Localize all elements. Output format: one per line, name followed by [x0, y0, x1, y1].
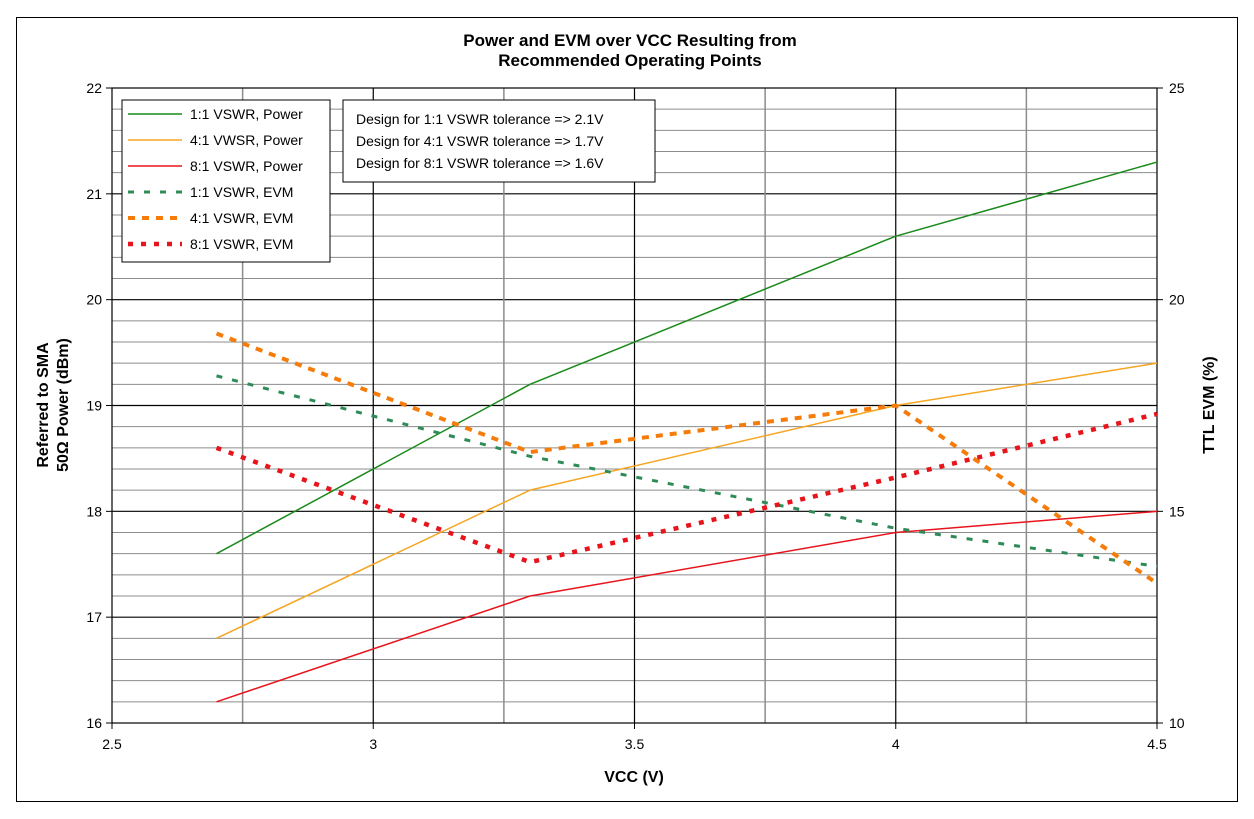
annotation-line-2: Design for 4:1 VSWR tolerance => 1.7V: [356, 133, 604, 149]
series-line-5: [215, 331, 1159, 585]
series-line-3: [216, 510, 1158, 703]
legend-label-6: 8:1 VSWR, EVM: [190, 236, 293, 252]
x-tick-label: 2.5: [102, 736, 122, 752]
y-left-tick-label: 18: [86, 503, 102, 519]
y-left-tick-label: 19: [86, 398, 102, 414]
y-left-axis-label-line-2: 50Ω Power (dBm): [55, 338, 72, 472]
chart-title-line-2: Recommended Operating Points: [498, 51, 762, 70]
legend-label-1: 1:1 VSWR, Power: [190, 106, 303, 122]
y-left-tick-label: 17: [86, 609, 102, 625]
legend-label-5: 4:1 VSWR, EVM: [190, 210, 293, 226]
y-right-tick-label: 25: [1169, 80, 1185, 96]
y-right-tick-label: 15: [1169, 503, 1185, 519]
chart-title-line-1: Power and EVM over VCC Resulting from: [463, 31, 796, 50]
x-tick-label: 4: [892, 736, 900, 752]
x-tick-label: 4.5: [1147, 736, 1167, 752]
annotation: Design for 1:1 VSWR tolerance => 2.1V De…: [342, 99, 656, 183]
y-right-axis-label: TTL EVM (%): [1201, 356, 1218, 453]
y-left-tick-label: 22: [86, 80, 102, 96]
series-line-6: [215, 411, 1158, 565]
legend: 1:1 VSWR, Power 4:1 VWSR, Power 8:1 VSWR, …: [121, 99, 331, 263]
legend-label-3: 8:1 VSWR, Power: [190, 158, 303, 174]
annotation-line-3: Design for 8:1 VSWR tolerance => 1.6V: [356, 155, 604, 171]
annotation-line-1: Design for 1:1 VSWR tolerance => 2.1V: [356, 111, 604, 127]
series-line-1: [216, 161, 1158, 555]
y-left-axis-label-line-1: Referred to SMA: [35, 342, 52, 468]
ticks: 2.5 3 3.5 4 4.5 16 17 18 19 20 21 22 10 15 20 25: [86, 80, 1184, 752]
series-line-4: [216, 374, 1158, 568]
legend-label-2: 4:1 VWSR, Power: [190, 132, 303, 148]
y-left-tick-label: 20: [86, 292, 102, 308]
series-line-2: [216, 362, 1158, 640]
legend-label-4: 1:1 VSWR, EVM: [190, 184, 293, 200]
x-tick-label: 3.5: [625, 736, 645, 752]
x-tick-label: 3: [369, 736, 377, 752]
y-left-tick-label: 21: [86, 186, 102, 202]
y-right-tick-label: 20: [1169, 292, 1185, 308]
y-left-tick-label: 16: [86, 715, 102, 731]
annotation-box: [342, 99, 656, 183]
x-axis-label: VCC (V): [604, 769, 664, 786]
y-right-tick-label: 10: [1169, 715, 1185, 731]
legend-box: [121, 99, 331, 263]
series-layer: [215, 161, 1159, 703]
